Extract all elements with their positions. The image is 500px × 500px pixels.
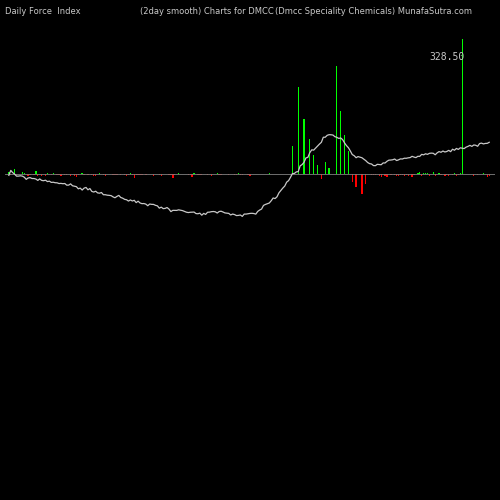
Bar (14, 169, 16, 174)
Bar (228, 174, 230, 175)
Bar (404, 174, 405, 176)
Bar (242, 174, 243, 175)
Bar (344, 134, 345, 174)
Bar (446, 174, 448, 176)
Bar (95, 174, 96, 176)
Bar (482, 173, 484, 174)
Bar (398, 174, 399, 176)
Bar (448, 174, 450, 176)
Bar (298, 87, 299, 174)
Bar (268, 172, 270, 174)
Bar (361, 174, 362, 194)
Bar (35, 171, 36, 174)
Bar (52, 173, 54, 174)
Bar (352, 174, 353, 182)
Bar (394, 174, 396, 175)
Bar (116, 174, 117, 176)
Bar (440, 174, 442, 176)
Bar (432, 172, 434, 174)
Bar (378, 174, 380, 176)
Bar (192, 174, 193, 177)
Text: 328.50: 328.50 (430, 52, 464, 62)
Bar (210, 174, 212, 176)
Text: (2day smooth) Charts for DMCC: (2day smooth) Charts for DMCC (140, 8, 274, 16)
Bar (356, 174, 357, 187)
Bar (456, 174, 457, 176)
Bar (434, 174, 436, 176)
Bar (400, 174, 401, 175)
Bar (438, 173, 440, 174)
Bar (320, 174, 322, 179)
Bar (70, 174, 71, 176)
Bar (396, 174, 398, 176)
Bar (386, 174, 388, 177)
Bar (460, 173, 461, 174)
Bar (462, 39, 463, 174)
Bar (22, 172, 23, 174)
Bar (336, 66, 338, 174)
Bar (60, 174, 62, 176)
Bar (28, 174, 29, 176)
Bar (138, 174, 139, 175)
Bar (317, 165, 318, 174)
Bar (340, 110, 342, 174)
Bar (348, 150, 349, 174)
Text: (Dmcc Speciality Chemicals) MunafaSutra.com: (Dmcc Speciality Chemicals) MunafaSutra.… (275, 8, 472, 16)
Bar (8, 172, 10, 174)
Bar (201, 174, 202, 175)
Bar (134, 174, 135, 178)
Bar (454, 173, 455, 174)
Bar (417, 173, 418, 174)
Bar (41, 174, 42, 176)
Bar (172, 174, 174, 178)
Bar (136, 174, 137, 175)
Bar (160, 174, 162, 176)
Text: Daily Force  Index: Daily Force Index (5, 8, 80, 16)
Bar (486, 174, 488, 177)
Bar (427, 173, 428, 174)
Bar (365, 174, 366, 184)
Bar (168, 174, 170, 175)
Bar (408, 174, 409, 176)
Bar (45, 174, 46, 176)
Bar (10, 174, 12, 175)
Bar (207, 174, 208, 176)
Bar (153, 174, 154, 176)
Bar (37, 174, 38, 176)
Bar (104, 174, 106, 176)
Bar (473, 174, 474, 176)
Bar (16, 174, 17, 176)
Bar (371, 174, 372, 175)
Bar (390, 174, 392, 176)
Bar (328, 168, 330, 174)
Bar (74, 174, 75, 176)
Bar (93, 174, 94, 176)
Bar (425, 173, 426, 174)
Bar (126, 174, 127, 176)
Bar (78, 174, 79, 175)
Bar (421, 174, 422, 176)
Bar (324, 162, 326, 174)
Bar (384, 174, 386, 176)
Bar (292, 146, 293, 174)
Bar (419, 172, 420, 174)
Bar (24, 173, 25, 174)
Bar (99, 173, 100, 174)
Bar (477, 174, 478, 175)
Bar (374, 174, 376, 175)
Bar (428, 174, 430, 176)
Bar (444, 174, 446, 176)
Bar (313, 156, 314, 174)
Bar (488, 174, 490, 176)
Bar (76, 174, 77, 178)
Bar (380, 174, 382, 177)
Bar (56, 174, 58, 176)
Bar (309, 140, 310, 174)
